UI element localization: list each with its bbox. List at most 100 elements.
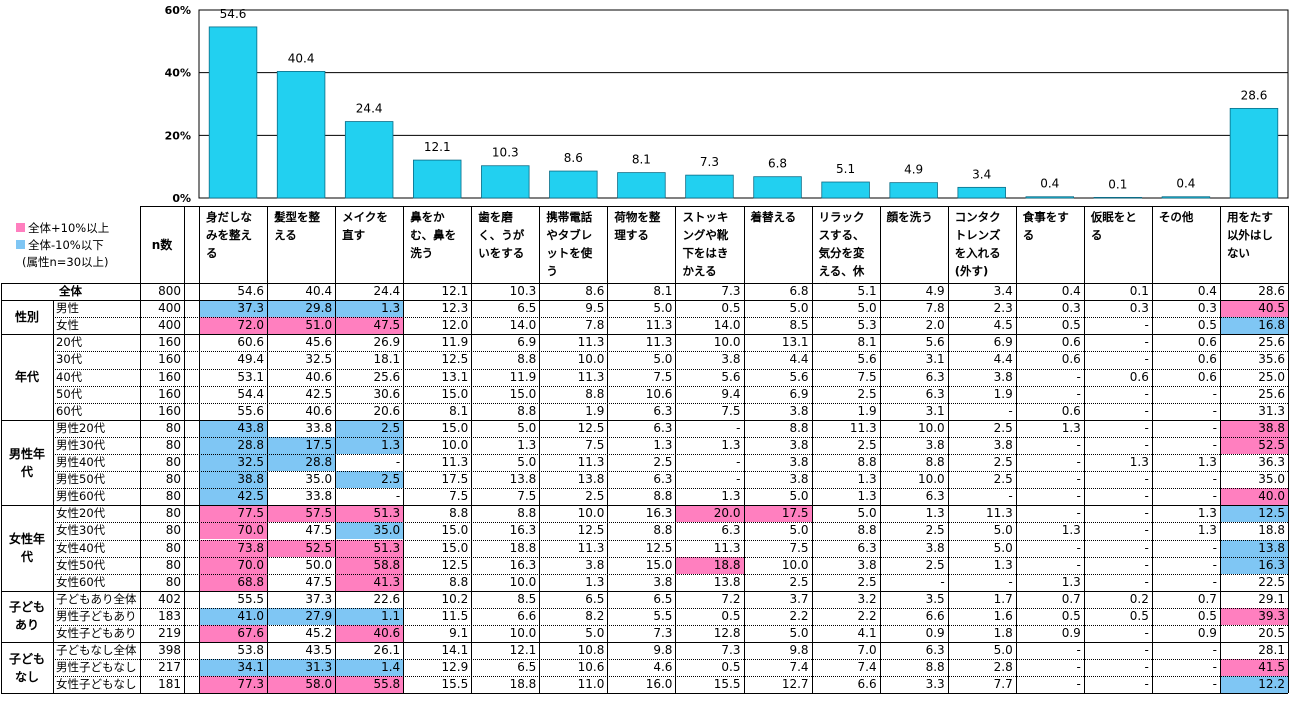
table-cell: 40.6 [335, 625, 404, 643]
table-cell: 24.4 [373, 284, 401, 298]
y-tick-label: 40% [165, 67, 191, 80]
table-cell: 6.6 [517, 608, 537, 623]
table-cell: 28.1 [1258, 643, 1285, 658]
table-cell: 15.0 [509, 386, 537, 401]
table-cell: 54.6 [237, 284, 265, 298]
data-label: 10.3 [492, 146, 519, 160]
bar [889, 182, 938, 199]
bar [685, 174, 734, 199]
column-header: 着替える [750, 210, 797, 224]
table-cell: 70.0 [199, 556, 268, 574]
table-cell: 31.3 [267, 659, 336, 677]
table-cell: 3.3 [925, 677, 945, 692]
table-cell: 5.0 [653, 301, 673, 316]
table-cell: 18.8 [1258, 523, 1285, 538]
table-cell: 1.4 [335, 659, 404, 677]
table-cell: - [1076, 437, 1081, 452]
table-cell: 30.6 [373, 386, 401, 401]
data-label: 5.1 [836, 162, 855, 176]
table-cell: 6.3 [857, 540, 877, 555]
table-cell: 52.5 [267, 539, 336, 557]
table-cell: - [736, 420, 741, 435]
table-cell: 7.5 [585, 437, 605, 452]
table-cell: 2.5 [585, 489, 605, 504]
row-label: 男性子どもなし [56, 660, 137, 675]
table-cell: 1.3 [1129, 455, 1149, 469]
row-label: 全体 [59, 284, 82, 298]
table-cell: 5.0 [993, 643, 1013, 658]
row-label: 60代 [56, 403, 83, 418]
plot-frame [198, 9, 1289, 199]
table-cell: 8.8 [517, 352, 537, 367]
group-separator [1, 590, 1288, 592]
table-cell: - [1212, 557, 1217, 572]
table-cell: 13.8 [577, 472, 605, 487]
table-cell: 6.5 [653, 591, 673, 606]
table-cell: 3.8 [925, 437, 945, 452]
table-cell: 33.8 [305, 420, 333, 435]
table-cell: - [1212, 489, 1217, 504]
bar [412, 159, 462, 199]
data-label: 7.3 [700, 155, 719, 169]
group-label: 子どもなし [9, 651, 46, 684]
table-cell: 45.2 [305, 626, 333, 640]
table-cell: 3.8 [653, 574, 673, 589]
table-cell: 18.8 [509, 540, 537, 555]
group-label: 女性年代 [9, 532, 46, 565]
table-cell: 0.9 [925, 626, 945, 640]
table-cell: 12.8 [713, 626, 741, 640]
table-cell: 2.5 [789, 574, 809, 589]
table-cell: 22.6 [373, 591, 401, 606]
table-cell: 0.7 [1061, 591, 1081, 606]
table-cell: 15.0 [441, 420, 469, 435]
table-cell: 1.3 [1061, 420, 1081, 435]
table-cell: 4.1 [857, 626, 877, 640]
table-cell: 11.3 [441, 455, 469, 469]
table-cell: 49.4 [237, 352, 265, 367]
table-cell: 15.0 [441, 540, 469, 555]
table-cell: - [1144, 318, 1149, 333]
table-cell: 3.8 [789, 472, 809, 487]
table-cell: 77.5 [199, 505, 268, 523]
group-label: 年代 [14, 370, 39, 385]
table-cell: 6.3 [925, 386, 945, 401]
table-cell: 6.8 [789, 284, 809, 298]
table-cell: - [1144, 626, 1149, 640]
legend-swatch-high [16, 223, 25, 232]
table-cell: 2.2 [857, 608, 877, 623]
table-cell: 13.8 [509, 472, 537, 487]
table-cell: 33.8 [305, 489, 333, 504]
table-cell: 7.4 [789, 660, 809, 675]
table-cell: 34.1 [199, 659, 268, 677]
table-cell: 12.5 [1219, 505, 1288, 523]
table-cell: 6.9 [993, 335, 1013, 350]
table-cell: 2.8 [993, 660, 1013, 675]
table-cell: 13.8 [713, 574, 741, 589]
data-label: 0.4 [1040, 177, 1059, 191]
table-cell: 15.0 [441, 523, 469, 538]
table-cell: 1.3 [857, 472, 877, 487]
column-header: その他 [1158, 210, 1194, 224]
table-cell: 5.0 [857, 301, 877, 316]
table-cell: 7.5 [721, 403, 741, 418]
table-cell: 4.5 [993, 318, 1013, 333]
table-cell: 8.8 [925, 660, 945, 675]
table-cell: 25.0 [1258, 369, 1285, 384]
table-cell: 29.8 [267, 300, 336, 318]
group-separator [1, 300, 1288, 302]
table-cell: 10.0 [441, 437, 469, 452]
row-label: 女性 [56, 318, 79, 333]
table-cell: 38.8 [199, 471, 268, 489]
table-cell: 0.6 [1061, 403, 1081, 418]
table-cell: 2.3 [993, 301, 1013, 316]
table-cell: 11.3 [849, 420, 877, 435]
n-value: 80 [165, 557, 181, 572]
table-cell: 51.0 [267, 317, 336, 335]
col-rule [335, 206, 336, 694]
table-cell: 6.6 [857, 677, 877, 692]
table-cell: 2.5 [925, 557, 945, 572]
y-tick-label: 0% [172, 192, 191, 205]
table-cell: 6.9 [517, 335, 537, 350]
table-cell: 6.3 [653, 472, 673, 487]
col-rule [744, 206, 745, 694]
